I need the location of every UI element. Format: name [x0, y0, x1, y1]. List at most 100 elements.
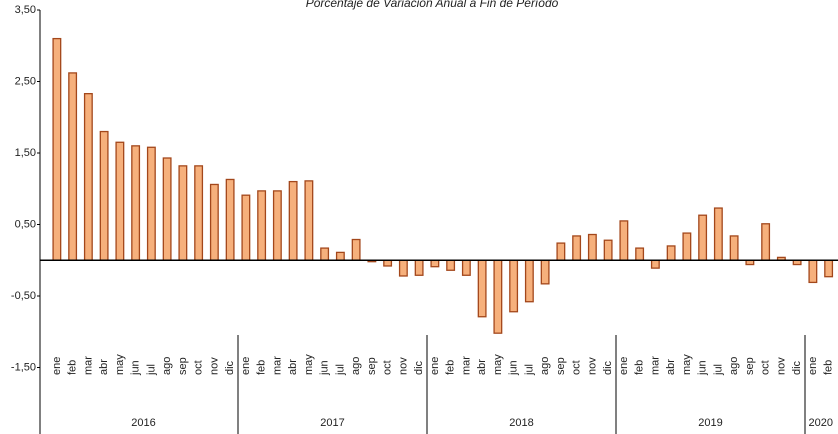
bar [272, 190, 282, 261]
x-tick-label: jul [145, 364, 157, 376]
bar [666, 245, 676, 261]
y-tick-label: -0,50 [11, 290, 36, 302]
bar [493, 259, 503, 334]
x-tick-label: ago [161, 357, 173, 375]
group-label: 2018 [509, 417, 533, 429]
bar [446, 259, 456, 271]
x-tick-label: dic [224, 360, 236, 375]
x-tick-label: jun [697, 360, 709, 376]
bar [509, 259, 519, 313]
x-tick-label: sep [366, 357, 378, 375]
x-tick-label: oct [571, 360, 583, 375]
x-tick-label: mar [82, 356, 94, 375]
bar [99, 130, 109, 261]
x-tick-label: mar [649, 356, 661, 375]
bar [713, 207, 723, 261]
group-label: 2017 [320, 417, 344, 429]
bar [209, 183, 219, 261]
chart-title: Porcentaje de Variación Anual a Fin de P… [306, 0, 559, 10]
x-tick-label: ene [240, 357, 252, 375]
bar [556, 242, 566, 261]
bar [304, 180, 314, 261]
bar [131, 145, 141, 261]
x-tick-label: jul [334, 364, 346, 376]
x-tick-label: feb [823, 360, 835, 375]
bar [650, 259, 660, 269]
x-tick-label: abr [665, 359, 677, 375]
bar [52, 37, 62, 261]
x-tick-label: dic [602, 360, 614, 375]
x-tick-label: nov [775, 357, 787, 375]
x-tick-label: dic [413, 360, 425, 375]
x-tick-label: abr [476, 359, 488, 375]
x-tick-label: ago [350, 357, 362, 375]
group-label: 2019 [698, 417, 722, 429]
bar [115, 141, 125, 261]
bar [68, 72, 78, 261]
x-tick-label: ene [807, 357, 819, 375]
x-tick-label: nov [397, 357, 409, 375]
bar [587, 233, 597, 261]
x-tick-label: oct [382, 360, 394, 375]
bar [682, 232, 692, 261]
bar [808, 259, 818, 284]
x-tick-label: oct [760, 360, 772, 375]
bar [83, 93, 93, 261]
x-tick-label: ago [539, 357, 551, 375]
bar [477, 259, 487, 318]
x-tick-label: ene [51, 357, 63, 375]
x-tick-label: ago [728, 357, 740, 375]
y-tick-label: 1,50 [15, 147, 36, 159]
x-tick-label: mar [460, 356, 472, 375]
x-tick-label: may [681, 354, 693, 375]
x-tick-label: feb [634, 360, 646, 375]
x-tick-label: ene [429, 357, 441, 375]
x-tick-label: feb [256, 360, 268, 375]
bar [572, 235, 582, 261]
bar [524, 259, 534, 303]
bar [635, 247, 645, 261]
x-tick-label: jun [508, 360, 520, 376]
x-tick-label: feb [67, 360, 79, 375]
x-tick-label: oct [193, 360, 205, 375]
bar [288, 180, 298, 261]
bar [619, 220, 629, 261]
x-tick-label: ene [618, 357, 630, 375]
x-tick-label: abr [287, 359, 299, 375]
bar [335, 251, 345, 261]
bar [146, 146, 156, 261]
bar [383, 259, 393, 267]
x-tick-label: nov [208, 357, 220, 375]
bar [414, 259, 424, 276]
bar [320, 247, 330, 261]
bar [430, 259, 440, 268]
bar [698, 214, 708, 261]
bar [162, 157, 172, 261]
bar [351, 238, 361, 261]
bar [178, 165, 188, 261]
x-tick-label: mar [271, 356, 283, 375]
y-tick-label: -1,50 [11, 361, 36, 373]
x-tick-label: jul [712, 364, 724, 376]
bar [194, 165, 204, 261]
bar [461, 259, 471, 276]
x-tick-label: jun [319, 360, 331, 376]
group-label: 2016 [131, 417, 155, 429]
bar [241, 194, 251, 261]
bar [729, 235, 739, 261]
bar [540, 259, 550, 285]
x-tick-label: nov [586, 357, 598, 375]
bar [761, 223, 771, 261]
x-tick-label: jun [130, 360, 142, 376]
x-tick-label: jul [523, 364, 535, 376]
x-tick-label: abr [98, 359, 110, 375]
y-tick-label: 3,50 [15, 4, 36, 16]
bar [225, 178, 235, 261]
x-tick-label: feb [445, 360, 457, 375]
bar [398, 259, 408, 277]
y-tick-label: 2,50 [15, 75, 36, 87]
x-tick-label: sep [555, 357, 567, 375]
bar [824, 259, 834, 278]
x-tick-label: may [492, 354, 504, 375]
x-tick-label: sep [177, 357, 189, 375]
